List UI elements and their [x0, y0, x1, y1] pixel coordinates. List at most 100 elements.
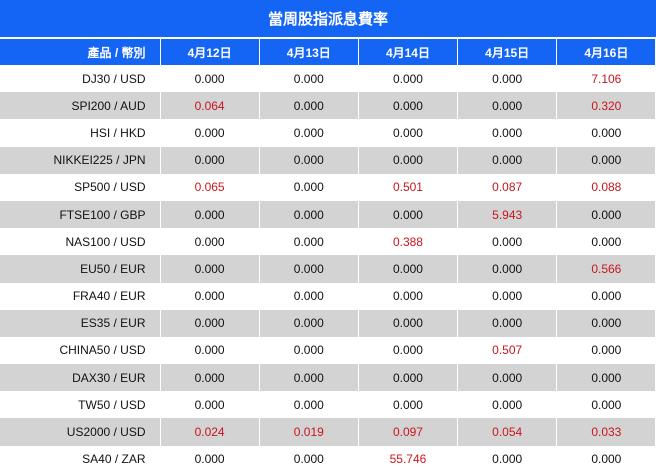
rate-cell: 0.064 — [160, 92, 260, 120]
table-row: NAS100 / USD 0.000 0.000 0.388 0.000 0.000 — [0, 228, 656, 256]
rate-cell: 0.000 — [457, 228, 558, 256]
table-row: FTSE100 / GBP 0.000 0.000 0.000 5.943 0.000 — [0, 200, 656, 229]
rate-cell: 0.000 — [556, 200, 656, 229]
rate-cell: 0.000 — [457, 119, 558, 147]
rate-cell: 0.000 — [358, 200, 459, 229]
rate-cell: 0.000 — [358, 65, 459, 93]
rate-cell: 0.000 — [358, 364, 459, 392]
rate-cell: 0.000 — [259, 391, 359, 419]
rate-cell: 5.943 — [457, 200, 558, 229]
rate-cell: 0.000 — [259, 119, 359, 147]
table-row: SP500 / USD 0.065 0.000 0.501 0.087 0.088 — [0, 173, 656, 201]
rate-cell: 0.000 — [556, 146, 656, 174]
rate-cell: 0.000 — [259, 228, 359, 256]
rate-cell: 0.000 — [457, 146, 558, 174]
rate-cell: 0.000 — [556, 336, 656, 365]
rate-cell: 0.566 — [556, 255, 656, 283]
rate-cell: 55.746 — [358, 445, 459, 473]
product-cell: US2000 / USD — [0, 418, 161, 446]
product-cell: SA40 / ZAR — [0, 445, 161, 473]
product-cell: FRA40 / EUR — [0, 282, 161, 310]
rate-cell: 0.000 — [457, 65, 558, 93]
rate-cell: 0.000 — [160, 200, 260, 229]
table-row: SA40 / ZAR 0.000 0.000 55.746 0.000 0.000 — [0, 445, 656, 473]
rate-cell: 0.000 — [556, 119, 656, 147]
table-header-row: 產品 / 幣別 4月12日 4月13日 4月14日 4月15日 4月16日 — [0, 39, 656, 65]
column-header-date: 4月14日 — [358, 39, 459, 65]
table-row: FRA40 / EUR 0.000 0.000 0.000 0.000 0.000 — [0, 282, 656, 310]
rate-cell: 0.000 — [259, 92, 359, 120]
column-header-date: 4月12日 — [160, 39, 260, 65]
rate-cell: 0.000 — [160, 391, 260, 419]
rate-cell: 0.000 — [457, 364, 558, 392]
column-header-date: 4月16日 — [556, 39, 656, 65]
product-cell: DJ30 / USD — [0, 65, 161, 93]
page-title: 當周股指派息費率 — [0, 0, 656, 39]
rate-cell: 0.000 — [160, 228, 260, 256]
rate-cell: 0.000 — [457, 92, 558, 120]
rate-cell: 0.000 — [160, 65, 260, 93]
rate-cell: 0.000 — [160, 309, 260, 337]
rate-cell: 0.000 — [457, 282, 558, 310]
rate-cell: 0.065 — [160, 173, 260, 201]
rate-cell: 0.000 — [259, 364, 359, 392]
product-cell: FTSE100 / GBP — [0, 200, 161, 229]
rate-cell: 0.000 — [556, 282, 656, 310]
rate-cell: 0.000 — [358, 282, 459, 310]
rate-cell: 0.000 — [358, 309, 459, 337]
rate-cell: 0.000 — [160, 119, 260, 147]
table-body: DJ30 / USD 0.000 0.000 0.000 0.000 7.106 SPI20… — [0, 65, 656, 473]
column-header-date: 4月13日 — [259, 39, 359, 65]
rate-cell: 0.000 — [358, 255, 459, 283]
product-cell: NIKKEI225 / JPN — [0, 146, 161, 174]
rate-cell: 0.000 — [556, 445, 656, 473]
rate-cell: 0.054 — [457, 418, 558, 446]
rate-cell: 0.000 — [556, 309, 656, 337]
table-row: CHINA50 / USD 0.000 0.000 0.000 0.507 0.000 — [0, 336, 656, 365]
rate-cell: 0.501 — [358, 173, 459, 201]
table-row: HSI / HKD 0.000 0.000 0.000 0.000 0.000 — [0, 119, 656, 147]
product-cell: DAX30 / EUR — [0, 364, 161, 392]
rate-cell: 0.000 — [259, 65, 359, 93]
rate-cell: 0.000 — [259, 309, 359, 337]
rate-cell: 0.000 — [259, 445, 359, 473]
rate-cell: 0.000 — [457, 391, 558, 419]
rate-cell: 0.000 — [259, 282, 359, 310]
rate-cell: 0.388 — [358, 228, 459, 256]
table-row: NIKKEI225 / JPN 0.000 0.000 0.000 0.000 0.000 — [0, 146, 656, 174]
rate-cell: 0.000 — [457, 255, 558, 283]
table-row: TW50 / USD 0.000 0.000 0.000 0.000 0.000 — [0, 391, 656, 419]
rate-cell: 0.000 — [259, 336, 359, 365]
rate-cell: 0.000 — [358, 391, 459, 419]
rate-cell: 0.507 — [457, 336, 558, 365]
rate-cell: 0.000 — [358, 336, 459, 365]
table-row: SPI200 / AUD 0.064 0.000 0.000 0.000 0.320 — [0, 92, 656, 120]
rate-cell: 0.000 — [556, 391, 656, 419]
rate-cell: 0.000 — [259, 146, 359, 174]
rate-cell: 0.033 — [556, 418, 656, 446]
rate-cell: 0.000 — [358, 92, 459, 120]
table-row: DJ30 / USD 0.000 0.000 0.000 0.000 7.106 — [0, 65, 656, 93]
dividend-rates-table: 產品 / 幣別 4月12日 4月13日 4月14日 4月15日 4月16日 DJ… — [0, 39, 656, 473]
rate-cell: 0.000 — [259, 255, 359, 283]
rate-cell: 0.097 — [358, 418, 459, 446]
product-cell: NAS100 / USD — [0, 228, 161, 256]
rate-cell: 0.088 — [556, 173, 656, 201]
rate-cell: 0.320 — [556, 92, 656, 120]
product-cell: TW50 / USD — [0, 391, 161, 419]
rate-cell: 0.000 — [160, 146, 260, 174]
rate-cell: 0.087 — [457, 173, 558, 201]
column-header-product: 產品 / 幣別 — [0, 39, 161, 65]
table-row: US2000 / USD 0.024 0.019 0.097 0.054 0.033 — [0, 418, 656, 446]
rate-cell: 0.000 — [160, 364, 260, 392]
table-row: ES35 / EUR 0.000 0.000 0.000 0.000 0.000 — [0, 309, 656, 337]
table-row: DAX30 / EUR 0.000 0.000 0.000 0.000 0.000 — [0, 364, 656, 392]
rate-cell: 0.000 — [457, 309, 558, 337]
product-cell: HSI / HKD — [0, 119, 161, 147]
rate-cell: 0.000 — [160, 445, 260, 473]
rate-cell: 0.000 — [160, 255, 260, 283]
product-cell: SPI200 / AUD — [0, 92, 161, 120]
rate-cell: 0.000 — [457, 445, 558, 473]
column-header-date: 4月15日 — [457, 39, 558, 65]
product-cell: CHINA50 / USD — [0, 336, 161, 365]
